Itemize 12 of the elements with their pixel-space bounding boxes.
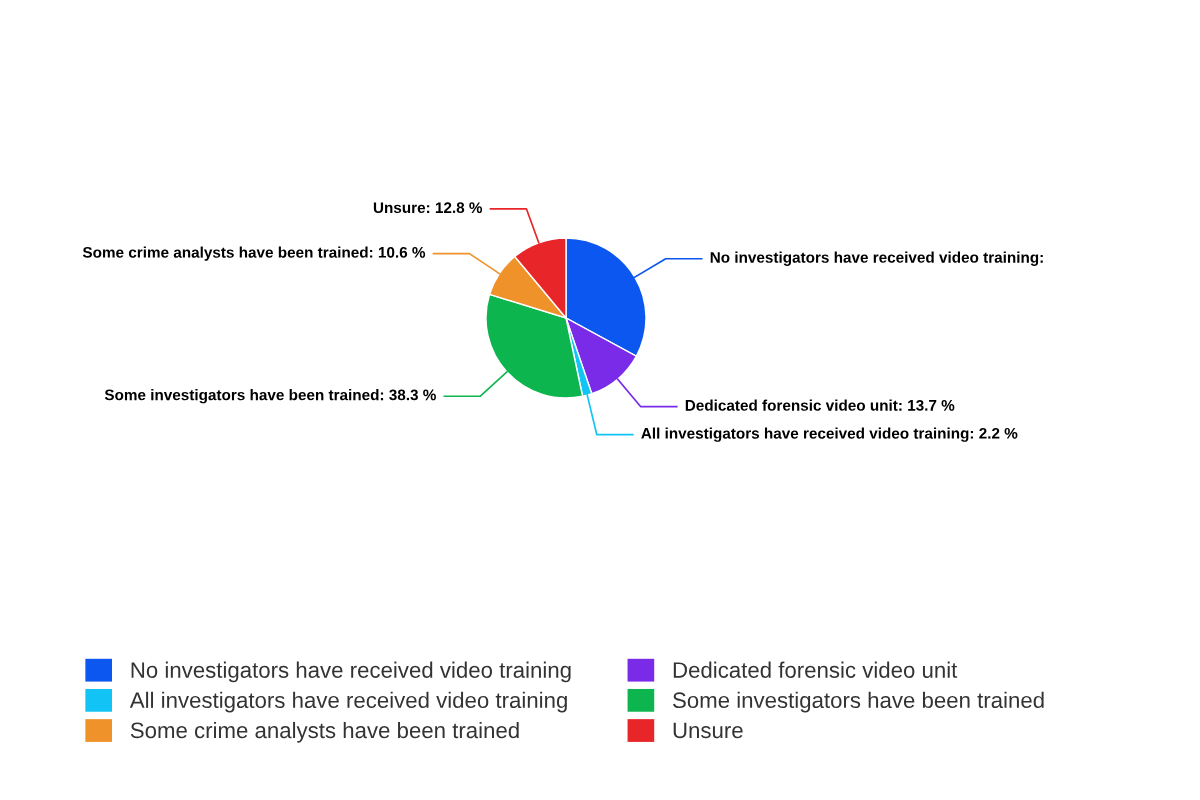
data-label: Dedicated forensic video unit: 13.7 % [685, 399, 955, 411]
data-label: No investigators have received video training: [710, 251, 1043, 266]
legend-label: Unsure [673, 722, 743, 739]
data-label: Some investigators have been trained: 38.3 % [104, 389, 436, 404]
legend-label: All investigators have received video training [129, 691, 567, 713]
data-label: Some crime analysts have been trained: 10.6 % [82, 246, 426, 261]
data-label: All investigators have received video training: 2.2 % [641, 427, 1018, 442]
legend-label: Dedicated forensic video unit [673, 661, 958, 678]
legend-label: Some crime analysts have been trained [130, 721, 519, 743]
legend-label: No investigators have received video training [131, 661, 571, 683]
data-label: Unsure: 12.8 % [373, 202, 483, 214]
legend-label: Some investigators have been trained [673, 691, 1044, 713]
